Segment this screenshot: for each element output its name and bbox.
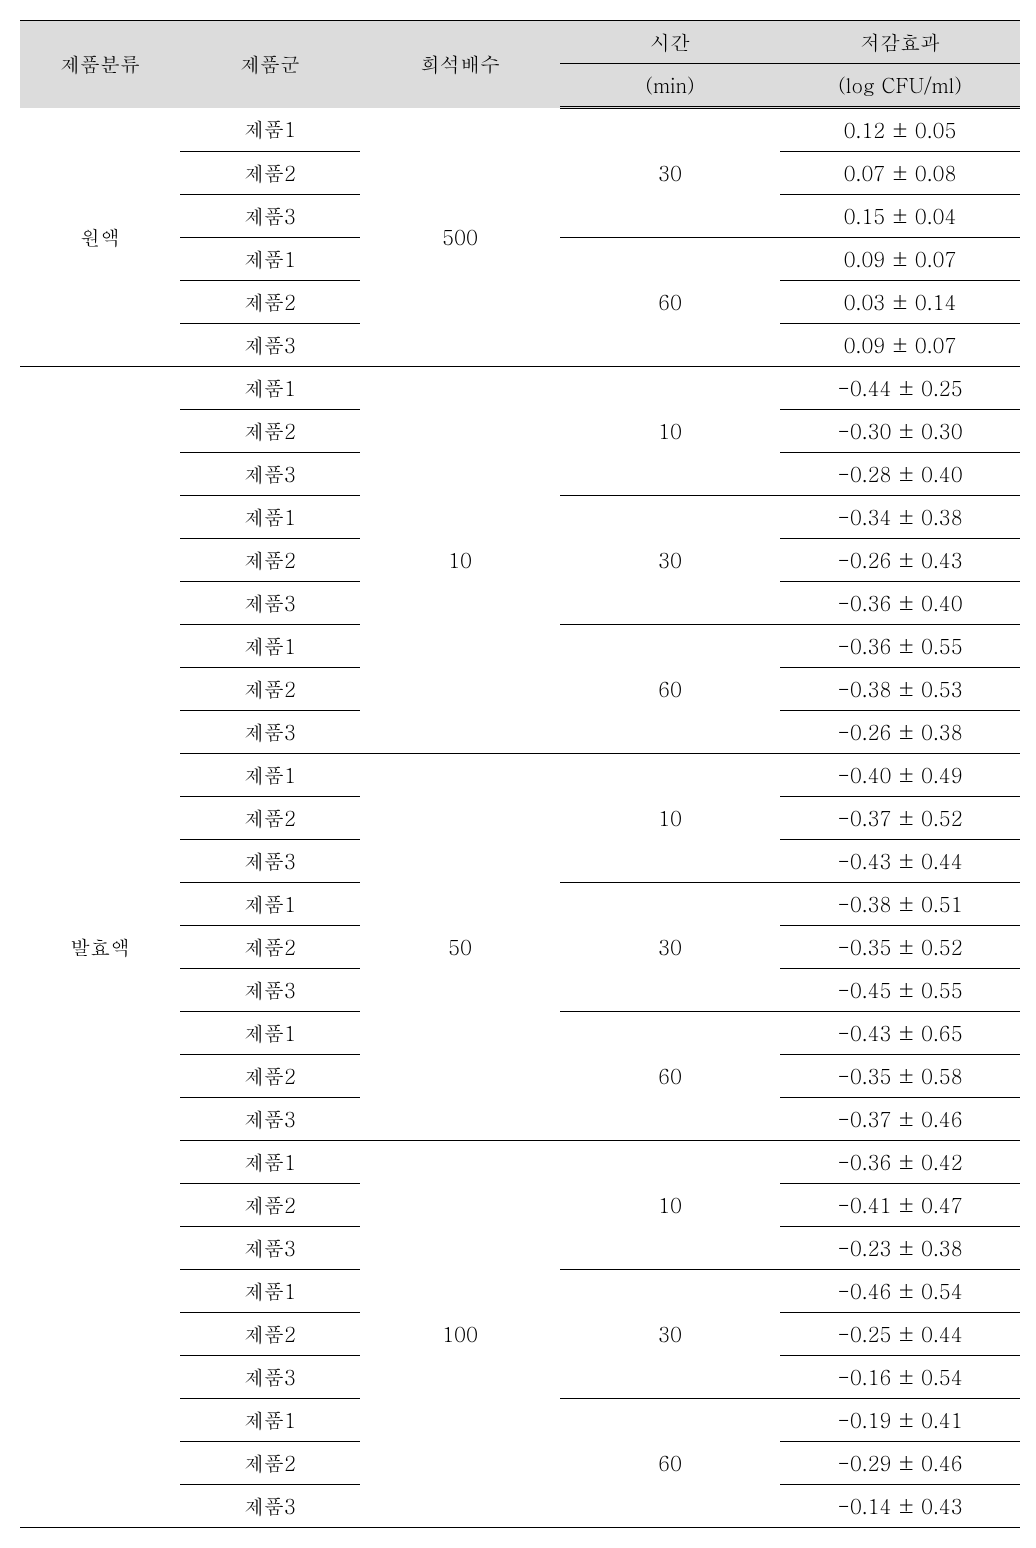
cell-group: 제품2: [180, 539, 360, 582]
cell-group: 제품2: [180, 152, 360, 195]
header-dilution: 희석배수: [360, 21, 560, 108]
cell-group: 제품1: [180, 1399, 360, 1442]
cell-effect: -0.26 ± 0.38: [780, 711, 1020, 754]
cell-group: 제품3: [180, 324, 360, 367]
cell-time: 30: [560, 496, 780, 625]
cell-time: 60: [560, 238, 780, 367]
table-header: 제품분류 제품군 희석배수 시간 저감효과 (min) (log CFU/ml): [20, 21, 1020, 108]
cell-time: 10: [560, 367, 780, 496]
cell-time: 60: [560, 625, 780, 754]
header-effect-bottom: (log CFU/ml): [780, 64, 1020, 108]
cell-group: 제품1: [180, 496, 360, 539]
cell-group: 제품1: [180, 238, 360, 281]
cell-effect: -0.43 ± 0.65: [780, 1012, 1020, 1055]
cell-effect: -0.14 ± 0.43: [780, 1485, 1020, 1528]
cell-dilution: 100: [360, 1141, 560, 1528]
cell-effect: -0.45 ± 0.55: [780, 969, 1020, 1012]
cell-effect: -0.19 ± 0.41: [780, 1399, 1020, 1442]
cell-group: 제품2: [180, 797, 360, 840]
cell-group: 제품2: [180, 281, 360, 324]
cell-effect: -0.36 ± 0.42: [780, 1141, 1020, 1184]
cell-effect: -0.35 ± 0.52: [780, 926, 1020, 969]
cell-time: 30: [560, 1270, 780, 1399]
data-table: 제품분류 제품군 희석배수 시간 저감효과 (min) (log CFU/ml)…: [20, 20, 1020, 1528]
cell-effect: -0.23 ± 0.38: [780, 1227, 1020, 1270]
table-row: 발효액제품11010-0.44 ± 0.25: [20, 367, 1020, 410]
cell-effect: 0.09 ± 0.07: [780, 324, 1020, 367]
cell-effect: 0.12 ± 0.05: [780, 108, 1020, 152]
header-time-top: 시간: [560, 21, 780, 64]
cell-dilution: 500: [360, 108, 560, 367]
cell-effect: -0.36 ± 0.40: [780, 582, 1020, 625]
cell-group: 제품3: [180, 453, 360, 496]
cell-group: 제품3: [180, 969, 360, 1012]
cell-group: 제품2: [180, 1313, 360, 1356]
cell-group: 제품3: [180, 1356, 360, 1399]
cell-effect: -0.43 ± 0.44: [780, 840, 1020, 883]
cell-effect: -0.25 ± 0.44: [780, 1313, 1020, 1356]
cell-time: 60: [560, 1012, 780, 1141]
cell-group: 제품1: [180, 1270, 360, 1313]
cell-group: 제품1: [180, 108, 360, 152]
cell-effect: -0.34 ± 0.38: [780, 496, 1020, 539]
cell-group: 제품2: [180, 1184, 360, 1227]
cell-group: 제품1: [180, 1141, 360, 1184]
header-effect-top: 저감효과: [780, 21, 1020, 64]
cell-effect: -0.40 ± 0.49: [780, 754, 1020, 797]
cell-effect: -0.38 ± 0.53: [780, 668, 1020, 711]
cell-effect: 0.09 ± 0.07: [780, 238, 1020, 281]
cell-dilution: 10: [360, 367, 560, 754]
header-time-bottom: (min): [560, 64, 780, 108]
header-category: 제품분류: [20, 21, 180, 108]
cell-group: 제품2: [180, 1055, 360, 1098]
cell-effect: -0.38 ± 0.51: [780, 883, 1020, 926]
cell-effect: -0.26 ± 0.43: [780, 539, 1020, 582]
table-row: 원액제품1500300.12 ± 0.05: [20, 108, 1020, 152]
cell-effect: -0.16 ± 0.54: [780, 1356, 1020, 1399]
cell-category: 발효액: [20, 367, 180, 1528]
cell-group: 제품1: [180, 754, 360, 797]
cell-category: 원액: [20, 108, 180, 367]
cell-group: 제품3: [180, 582, 360, 625]
cell-group: 제품3: [180, 1098, 360, 1141]
cell-time: 30: [560, 108, 780, 238]
cell-group: 제품3: [180, 195, 360, 238]
cell-time: 30: [560, 883, 780, 1012]
cell-time: 10: [560, 754, 780, 883]
cell-group: 제품3: [180, 1227, 360, 1270]
cell-effect: -0.37 ± 0.52: [780, 797, 1020, 840]
cell-effect: -0.35 ± 0.58: [780, 1055, 1020, 1098]
cell-effect: -0.46 ± 0.54: [780, 1270, 1020, 1313]
cell-time: 60: [560, 1399, 780, 1528]
cell-effect: -0.37 ± 0.46: [780, 1098, 1020, 1141]
cell-effect: 0.07 ± 0.08: [780, 152, 1020, 195]
cell-group: 제품3: [180, 840, 360, 883]
cell-group: 제품2: [180, 926, 360, 969]
cell-effect: -0.44 ± 0.25: [780, 367, 1020, 410]
header-group: 제품군: [180, 21, 360, 108]
cell-effect: -0.29 ± 0.46: [780, 1442, 1020, 1485]
cell-group: 제품3: [180, 1485, 360, 1528]
cell-group: 제품1: [180, 625, 360, 668]
cell-effect: 0.03 ± 0.14: [780, 281, 1020, 324]
cell-effect: -0.41 ± 0.47: [780, 1184, 1020, 1227]
table-body: 원액제품1500300.12 ± 0.05제품20.07 ± 0.08제품30.…: [20, 108, 1020, 1528]
cell-group: 제품1: [180, 883, 360, 926]
cell-group: 제품3: [180, 711, 360, 754]
cell-effect: -0.28 ± 0.40: [780, 453, 1020, 496]
cell-group: 제품2: [180, 1442, 360, 1485]
cell-group: 제품2: [180, 410, 360, 453]
cell-effect: 0.15 ± 0.04: [780, 195, 1020, 238]
cell-dilution: 50: [360, 754, 560, 1141]
cell-effect: -0.30 ± 0.30: [780, 410, 1020, 453]
cell-group: 제품1: [180, 1012, 360, 1055]
cell-time: 10: [560, 1141, 780, 1270]
cell-group: 제품2: [180, 668, 360, 711]
cell-effect: -0.36 ± 0.55: [780, 625, 1020, 668]
cell-group: 제품1: [180, 367, 360, 410]
